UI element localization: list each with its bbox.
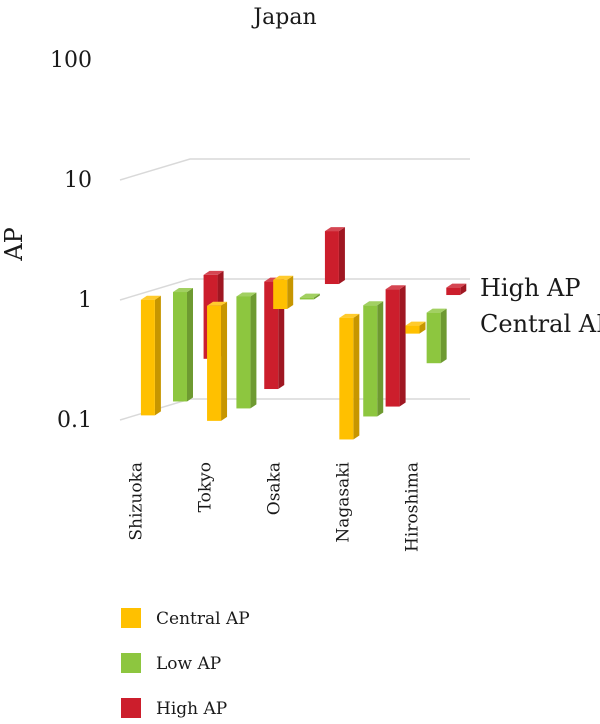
legend-item: Central AP (121, 608, 250, 629)
legend-swatch (121, 653, 141, 673)
category-label: Nagasaki (333, 461, 353, 542)
bar (299, 293, 320, 300)
legend-swatch (121, 608, 141, 628)
gridlines (119, 158, 470, 421)
bar (446, 283, 467, 296)
legend-item: High AP (121, 698, 227, 719)
bar (385, 285, 406, 407)
category-labels: Shizuoka Tokyo Osaka Nagasaki Hiroshima (126, 461, 422, 552)
bar (426, 308, 447, 364)
legend-swatch (121, 698, 141, 718)
legend-label: Central AP (156, 609, 250, 629)
legend-label: Low AP (156, 654, 221, 674)
y-tick-label: 10 (64, 168, 92, 193)
legend-item: Low AP (121, 653, 221, 674)
y-tick-label: 100 (50, 48, 92, 73)
bar (236, 292, 257, 409)
chart-title: Japan (251, 5, 316, 30)
depth-axis-labels: High AP Central AP (480, 274, 600, 338)
gridline (119, 278, 470, 301)
bar (172, 288, 193, 402)
category-label: Tokyo (195, 462, 215, 512)
y-axis-label: AP (0, 227, 28, 261)
bar (363, 301, 384, 417)
bar (324, 227, 345, 285)
category-label: Shizuoka (126, 462, 146, 541)
y-tick-labels: 0.1 1 10 100 (50, 48, 92, 433)
bar (339, 313, 360, 440)
legend: Central AP Low AP High AP (121, 608, 250, 719)
y-tick-label: 0.1 (57, 408, 92, 433)
category-label: Hiroshima (402, 462, 422, 552)
bar (405, 321, 426, 334)
depth-axis-label: High AP (480, 274, 581, 302)
category-label: Osaka (264, 462, 284, 515)
gridline (119, 398, 470, 421)
legend-label: High AP (156, 699, 227, 719)
bars (140, 227, 467, 440)
bar (140, 295, 161, 416)
depth-axis-label: Central AP (480, 310, 600, 338)
bar (207, 301, 228, 421)
y-tick-label: 1 (78, 288, 92, 313)
bar (273, 275, 294, 310)
gridline (119, 158, 470, 181)
